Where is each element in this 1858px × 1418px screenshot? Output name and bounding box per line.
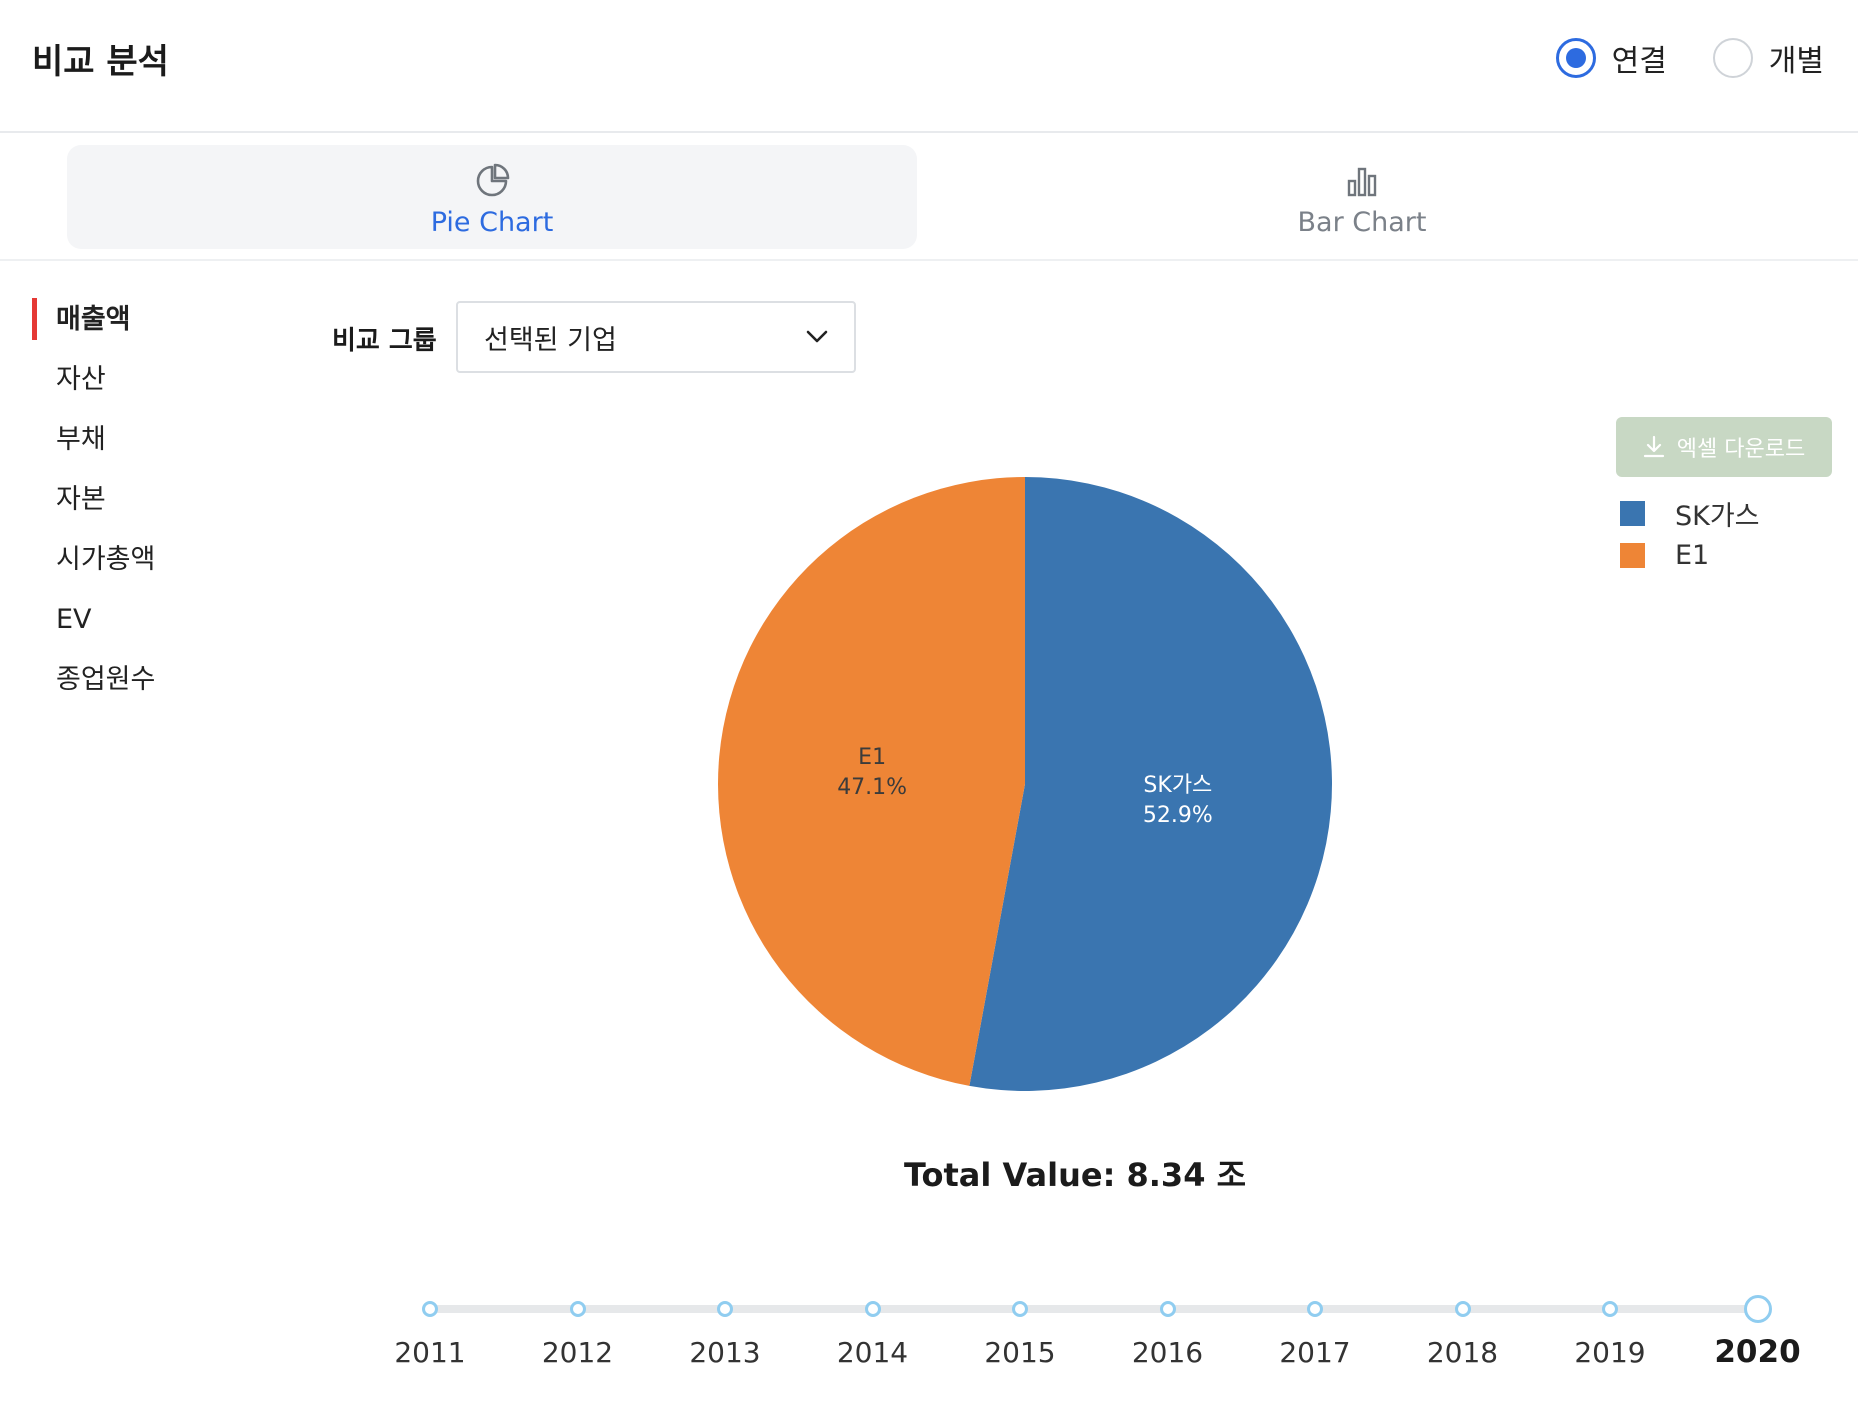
consolidation-radio-group: 연결 개별 [1510,36,1824,80]
radio-consolidated[interactable]: 연결 [1555,36,1667,80]
legend-item-e1[interactable]: E1 [1620,534,1760,576]
comparison-group-select[interactable]: 선택된 기업 [456,301,856,373]
legend-swatch-e1 [1620,542,1645,568]
comparison-group-value: 선택된 기업 [484,324,617,356]
pie-slice-sk-gas[interactable] [969,477,1333,1091]
sidebar-item-liabilities[interactable]: 부채 [56,424,106,455]
radio-separate[interactable]: 개별 [1712,36,1824,80]
sidebar-item-employees[interactable]: 종업원수 [56,664,156,695]
chart-legend: SK가스 E1 [1620,492,1760,576]
timeline-year-2019[interactable]: 2019 [1574,1336,1646,1369]
timeline-dot-2012[interactable] [569,1301,586,1317]
total-value: Total Value: 8.34 조 [903,1156,1247,1194]
timeline-dot-2020[interactable] [1743,1295,1772,1323]
comparison-group-label: 비교 그룹 [332,326,437,356]
chevron-down-icon [806,330,828,343]
tab-pie-chart[interactable]: Pie Chart [67,145,917,249]
timeline-dot-2013[interactable] [717,1301,733,1317]
bar-chart-icon [1347,167,1377,197]
timeline-year-2012[interactable]: 2012 [541,1336,614,1369]
radio-unchecked-icon[interactable] [1712,38,1753,78]
tab-bar-chart-label: Bar Chart [1297,207,1427,238]
legend-label-e1: E1 [1675,539,1710,571]
download-icon [1643,435,1664,458]
timeline-year-2011[interactable]: 2011 [394,1336,466,1369]
radio-checked-icon[interactable] [1555,38,1596,78]
radio-separate-label: 개별 [1768,44,1824,79]
timeline-year-2017[interactable]: 2017 [1279,1336,1351,1369]
pie-label-e1: E1 [858,745,886,770]
timeline-year-2013[interactable]: 2013 [689,1336,761,1369]
chart-type-tabs: Pie Chart Bar Chart [0,135,1858,261]
page-title: 비교 분석 [32,42,169,82]
year-timeline: 2011 2012 2013 2014 2015 2016 2017 2018 2019 2020 [0,1290,1858,1410]
tab-pie-chart-label: Pie Chart [430,207,554,238]
timeline-dot-2018[interactable] [1454,1301,1471,1317]
timeline-dot-2015[interactable] [1012,1301,1028,1317]
sidebar-item-market-cap[interactable]: 시가총액 [56,544,156,575]
timeline-year-2016[interactable]: 2016 [1131,1336,1204,1369]
timeline-year-2015[interactable]: 2015 [984,1336,1056,1369]
sidebar-item-assets[interactable]: 자산 [56,364,106,395]
sidebar-item-ev[interactable]: EV [56,604,92,635]
excel-download-button[interactable]: 엑셀 다운로드 [1616,417,1832,477]
timeline-year-2018[interactable]: 2018 [1426,1336,1499,1369]
pie-chart: SK가스 52.9% E1 47.1% [718,477,1333,1091]
legend-item-sk-gas[interactable]: SK가스 [1620,492,1760,534]
pie-label-sk-gas: SK가스 [1143,773,1212,798]
timeline-year-2020[interactable]: 2020 [1714,1334,1801,1370]
timeline-track [430,1305,1760,1313]
sidebar-item-revenue[interactable]: 매출액 [32,296,272,356]
radio-consolidated-label: 연결 [1611,44,1667,79]
header: 비교 분석 연결 개별 [0,0,1858,133]
pie-slice-e1[interactable] [718,477,1025,1086]
legend-swatch-sk-gas [1620,500,1645,526]
timeline-year-2014[interactable]: 2014 [836,1336,909,1369]
pie-chart-icon [476,163,510,197]
pie-value-sk-gas: 52.9% [1143,803,1213,828]
timeline-dot-2019[interactable] [1602,1301,1618,1317]
sidebar-item-equity[interactable]: 자본 [56,484,106,515]
pie-value-e1: 47.1% [837,775,907,800]
timeline-dot-2016[interactable] [1159,1301,1176,1317]
timeline-dot-2017[interactable] [1307,1301,1323,1317]
tab-bar-chart[interactable]: Bar Chart [937,145,1787,249]
timeline-dot-2014[interactable] [864,1301,881,1317]
metric-sidebar: 매출액 자산 부채 자본 시가총액 EV 종업원수 [32,296,272,716]
excel-download-label: 엑셀 다운로드 [1676,437,1806,462]
timeline-dot-2011[interactable] [422,1301,438,1317]
legend-label-sk-gas: SK가스 [1675,500,1760,532]
